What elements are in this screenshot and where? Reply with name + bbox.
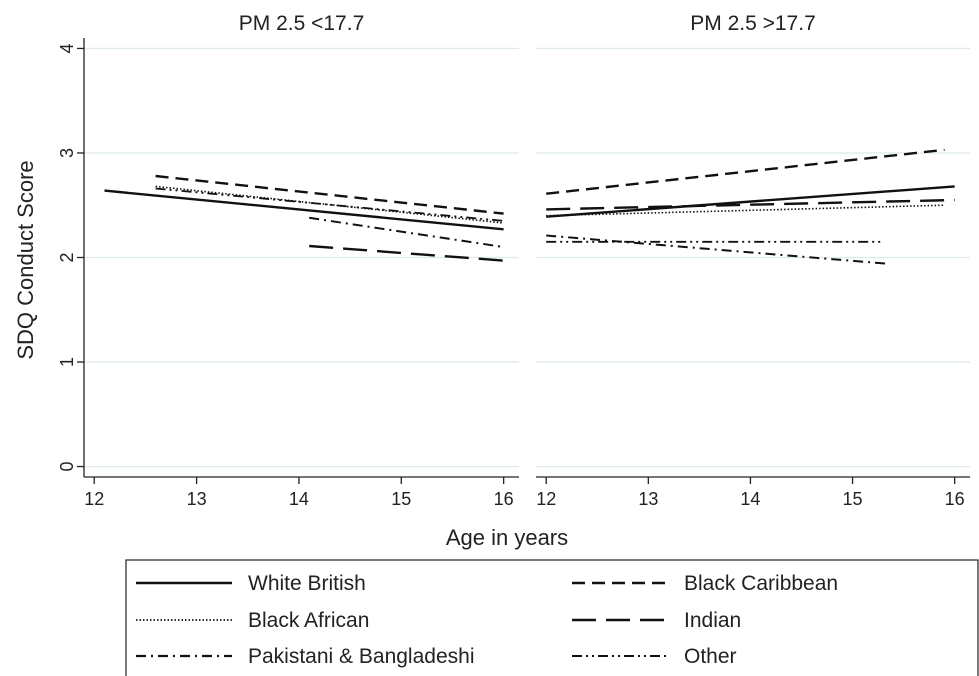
legend-item-black-african: Black African: [136, 609, 369, 632]
y-axis-label: SDQ Conduct Score: [13, 160, 38, 359]
panel-title: PM 2.5 <17.7: [239, 12, 365, 35]
y-tick-label: 3: [57, 148, 77, 158]
legend-item-other: Other: [572, 645, 737, 668]
x-tick-label: 12: [536, 489, 556, 509]
legend-label: Indian: [684, 609, 741, 632]
series-line-black-caribbean: [155, 174, 504, 215]
legend-label: Black Caribbean: [684, 572, 838, 595]
y-tick-label: 2: [57, 252, 77, 262]
legend-item-white-british: White British: [136, 572, 366, 595]
legend-item-indian: Indian: [572, 609, 741, 632]
series-line-indian: [546, 198, 955, 211]
series-line-black-caribbean: [546, 148, 945, 195]
x-tick-label: 16: [494, 489, 514, 509]
legend-label: Black African: [248, 609, 369, 632]
legend-box: [125, 559, 979, 676]
legend-label: Other: [684, 645, 737, 668]
series-line-pakistani-and-bangladeshi: [546, 234, 889, 265]
y-tick-label: 0: [57, 462, 77, 472]
x-tick-label: 13: [187, 489, 207, 509]
series-line-black-african: [155, 185, 504, 224]
x-tick-label: 14: [289, 489, 309, 509]
legend: White British Black Caribbean Black Africa…: [136, 572, 838, 668]
x-tick-label: 16: [945, 489, 965, 509]
series-line-black-african: [546, 204, 945, 217]
legend-label: White British: [248, 572, 366, 595]
legend-item-pakistani-and-bangladeshi: Pakistani & Bangladeshi: [136, 645, 474, 668]
series-line-white-british: [546, 185, 955, 218]
x-axis-label: Age in years: [446, 525, 568, 550]
y-tick-label: 1: [57, 357, 77, 367]
series-line-white-british: [104, 189, 504, 231]
x-tick-label: 15: [391, 489, 411, 509]
legend-label: Pakistani & Bangladeshi: [248, 645, 474, 668]
x-tick-label: 15: [843, 489, 863, 509]
panel-title: PM 2.5 >17.7: [690, 12, 816, 35]
series-line-other: [155, 187, 504, 222]
series-line-pakistani-and-bangladeshi: [309, 216, 504, 248]
panel-2: PM 2.5 >17.7 12 13 14 15 16: [536, 12, 970, 509]
series-line-indian: [309, 244, 504, 262]
legend-item-black-caribbean: Black Caribbean: [572, 572, 838, 595]
x-tick-label: 13: [638, 489, 658, 509]
y-tick-label: 4: [57, 43, 77, 53]
x-tick-label: 12: [84, 489, 104, 509]
x-tick-label: 14: [740, 489, 760, 509]
